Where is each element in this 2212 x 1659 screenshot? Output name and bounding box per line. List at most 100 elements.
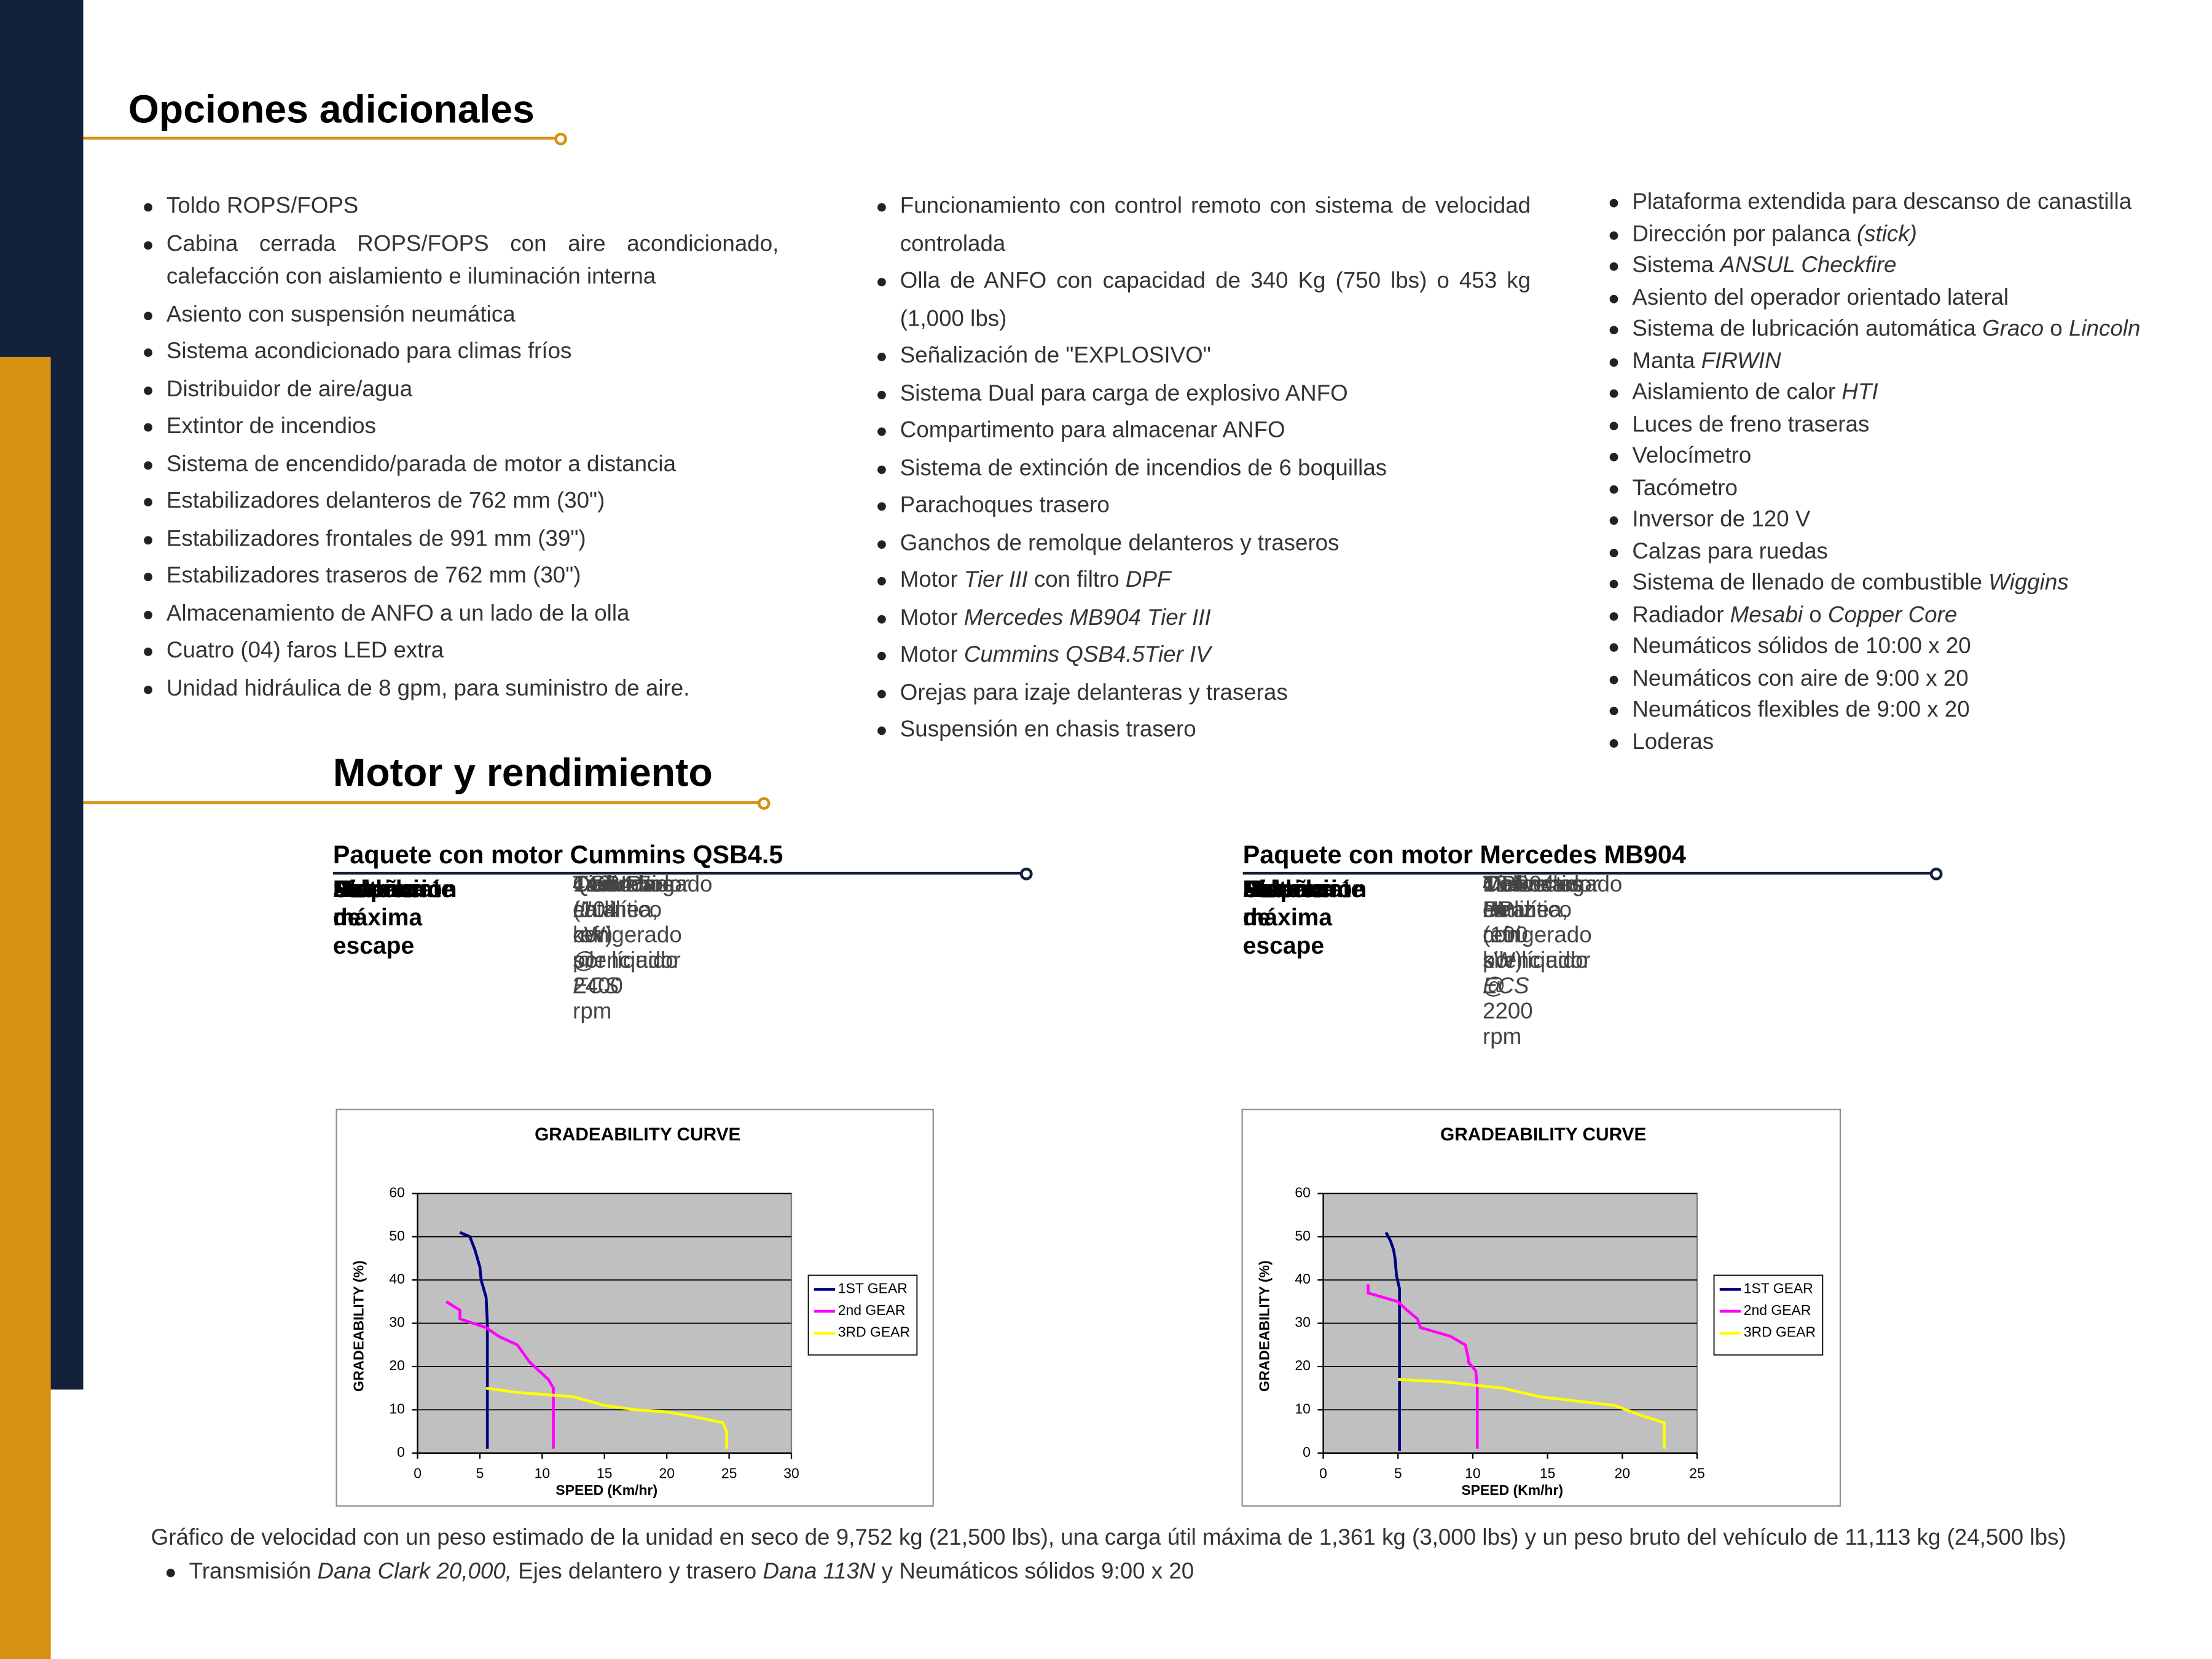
list-item: Extintor de incendios [141,410,779,444]
x-tick-label: 25 [721,1465,737,1481]
italic-run: Graco [1982,317,2044,342]
spec-label: Diseño [1242,876,1323,903]
text-run: Motor [900,643,964,667]
list-item: Transmisión Dana Clark 20,000, Ejes dela… [163,1558,1194,1589]
list-item: Sistema de llenado de combustible Wiggin… [1607,568,2199,600]
italic-run: Cummins QSB4.5Tier IV [963,643,1211,667]
option-list: Plataforma extendida para descanso de ca… [1607,187,2199,759]
italic-run: Mercedes MB904 Tier III [963,606,1211,630]
x-tick-label: 15 [597,1465,613,1481]
list-item: Motor Tier III con filtro DPF [874,563,1531,600]
footer-list: Transmisión Dana Clark 20,000, Ejes dela… [163,1558,1194,1589]
list-item: Cabina cerrada ROPS/FOPS con aire acondi… [141,228,779,294]
text-run: Turbocargado [573,873,713,898]
list-item: Toldo ROPS/FOPS [141,190,779,224]
spec-value: Cummins [573,873,668,898]
list-item: Motor Mercedes MB904 Tier III [874,600,1531,638]
list-item: Distribuidor de aire/agua [141,373,779,406]
italic-run: Tier III [963,568,1028,593]
italic-run: Copper Core [1827,603,1958,627]
list-item: Asiento del operador orientado lateral [1607,283,2199,315]
option-list: Toldo ROPS/FOPS Cabina cerrada ROPS/FOPS … [141,190,779,710]
text-run: con filtro [1027,568,1126,593]
option-list: Funcionamiento con control remoto con si… [874,189,1531,750]
spec-label: Modelo [332,876,417,903]
text-run: 4 cilindros en linea, refrigerado por lí… [573,873,682,974]
x-tick-label: 5 [1394,1465,1402,1481]
text-run: Aislamiento de calor [1632,380,1842,405]
legend-label: 1ST GEAR [838,1281,908,1296]
list-item: Olla de ANFO con capacidad de 340 Kg (75… [874,264,1531,339]
title-rule [332,871,1023,875]
data-line [1398,1378,1666,1449]
text-run: Sistema de lubricación automática [1632,317,1983,342]
italic-run: Lincoln [2068,317,2141,342]
italic-run: ANSUL Checkfire [1720,254,1897,278]
list-item: Radiador Mesabi o Copper Core [1607,600,2199,632]
chart: GRADEABILITY CURVE 0 10 20 30 40 50 60 0 5 10 15 20 2… [1241,1108,1841,1507]
engine-package: Paquete con motor Mercedes MB904 Fabrica… [1242,839,1948,1049]
list-item: Orejas para izaje delanteras y traseras [874,675,1531,713]
x-tick-label: 10 [535,1465,551,1481]
spec-label: Asipración [1242,876,1367,903]
list-item: Sistema acondicionado para climas fríos [141,335,779,369]
section-title: Motor y rendimiento [332,750,713,794]
text-run: Sistema de llenado de combustible [1632,571,1989,595]
x-tick-label: 20 [659,1465,675,1481]
list-item: Sistema de lubricación automática Graco … [1607,315,2199,347]
list-item: Inversor de 120 V [1607,505,2199,537]
x-tick-label: 0 [1319,1465,1327,1481]
text-run: o [1803,603,1828,627]
italic-run: ECS [1483,975,1529,999]
text-run: QSB4.5 [573,873,652,898]
spec-value: 4 cilindros en linea, refrigerado por lí… [1483,873,1592,975]
list-item: Neumáticos flexibles de 9:00 x 20 [1607,696,2199,728]
text-run: y Neumáticos sólidos 9:00 x 20 [875,1560,1194,1585]
spec-value: Convertidor catalítico con silenciador E… [573,873,689,1000]
list-item: Plataforma extendida para descanso de ca… [1607,187,2199,219]
y-axis-title: GRADEABILITY (%) [1257,1260,1273,1392]
list-item: Suspensión en chasis trasero [874,712,1531,750]
text-run: Dirección por palanca [1632,222,1857,246]
x-tick-label: 30 [783,1465,799,1481]
spec-label: Etapa [1242,876,1308,903]
text-run: Motor [900,606,964,630]
rule-dot [757,797,771,810]
x-axis-title: SPEED (Km/hr) [1461,1482,1563,1498]
italic-run: Dana Clark 20,000, [317,1560,512,1585]
text-run: 4 cilindros en linea, refrigerado por lí… [1483,873,1592,974]
text-run: Mercedes Benz [1483,873,1582,923]
spec-label: Potencia máxima [1242,876,1343,931]
package-title: Paquete con motor Cummins QSB4.5 [332,841,783,869]
chart-title: GRADEABILITY CURVE [535,1124,740,1145]
spec-label: Fabricante [332,876,455,903]
italic-run: Wiggins [1988,571,2069,595]
data-line [485,1386,728,1449]
x-tick-label: 10 [1465,1465,1481,1481]
italic-run: (stick) [1856,222,1917,246]
list-item: Manta FIRWIN [1607,347,2199,378]
italic-run: HTI [1841,380,1878,405]
list-item: Almacenamiento de ANFO a un lado de la o… [141,597,779,630]
text-run: Convertidor catalítico con silenciador [573,873,690,974]
text-run: Convertidor catalítico con silenciador [1483,873,1599,974]
chart-title: GRADEABILITY CURVE [1440,1124,1646,1145]
list-item: Loderas [1607,728,2199,759]
spec-label: Asipración [332,876,457,903]
text-run: Manta [1632,349,1701,374]
spec-label: Sistema de escape [332,876,425,960]
x-tick-label: 25 [1689,1465,1705,1481]
x-tick-label: 20 [1615,1465,1631,1481]
text-run: Radiador [1632,603,1730,627]
spec-label: Sistema de escape [1242,876,1335,960]
text-run: Motor [900,568,964,593]
list-item: Tacómetro [1607,473,2199,505]
list-item: Sistema de extinción de incendios de 6 b… [874,451,1531,488]
list-item: Velocímetro [1607,442,2199,474]
chart-note: Gráfico de velocidad con un peso estimad… [151,1526,2066,1551]
italic-run: DPF [1125,568,1171,593]
spec-value: 4 cilindros en linea, refrigerado por lí… [573,873,682,975]
list-item: Funcionamiento con control remoto con si… [874,189,1531,264]
italic-run: Tier III [573,873,612,923]
